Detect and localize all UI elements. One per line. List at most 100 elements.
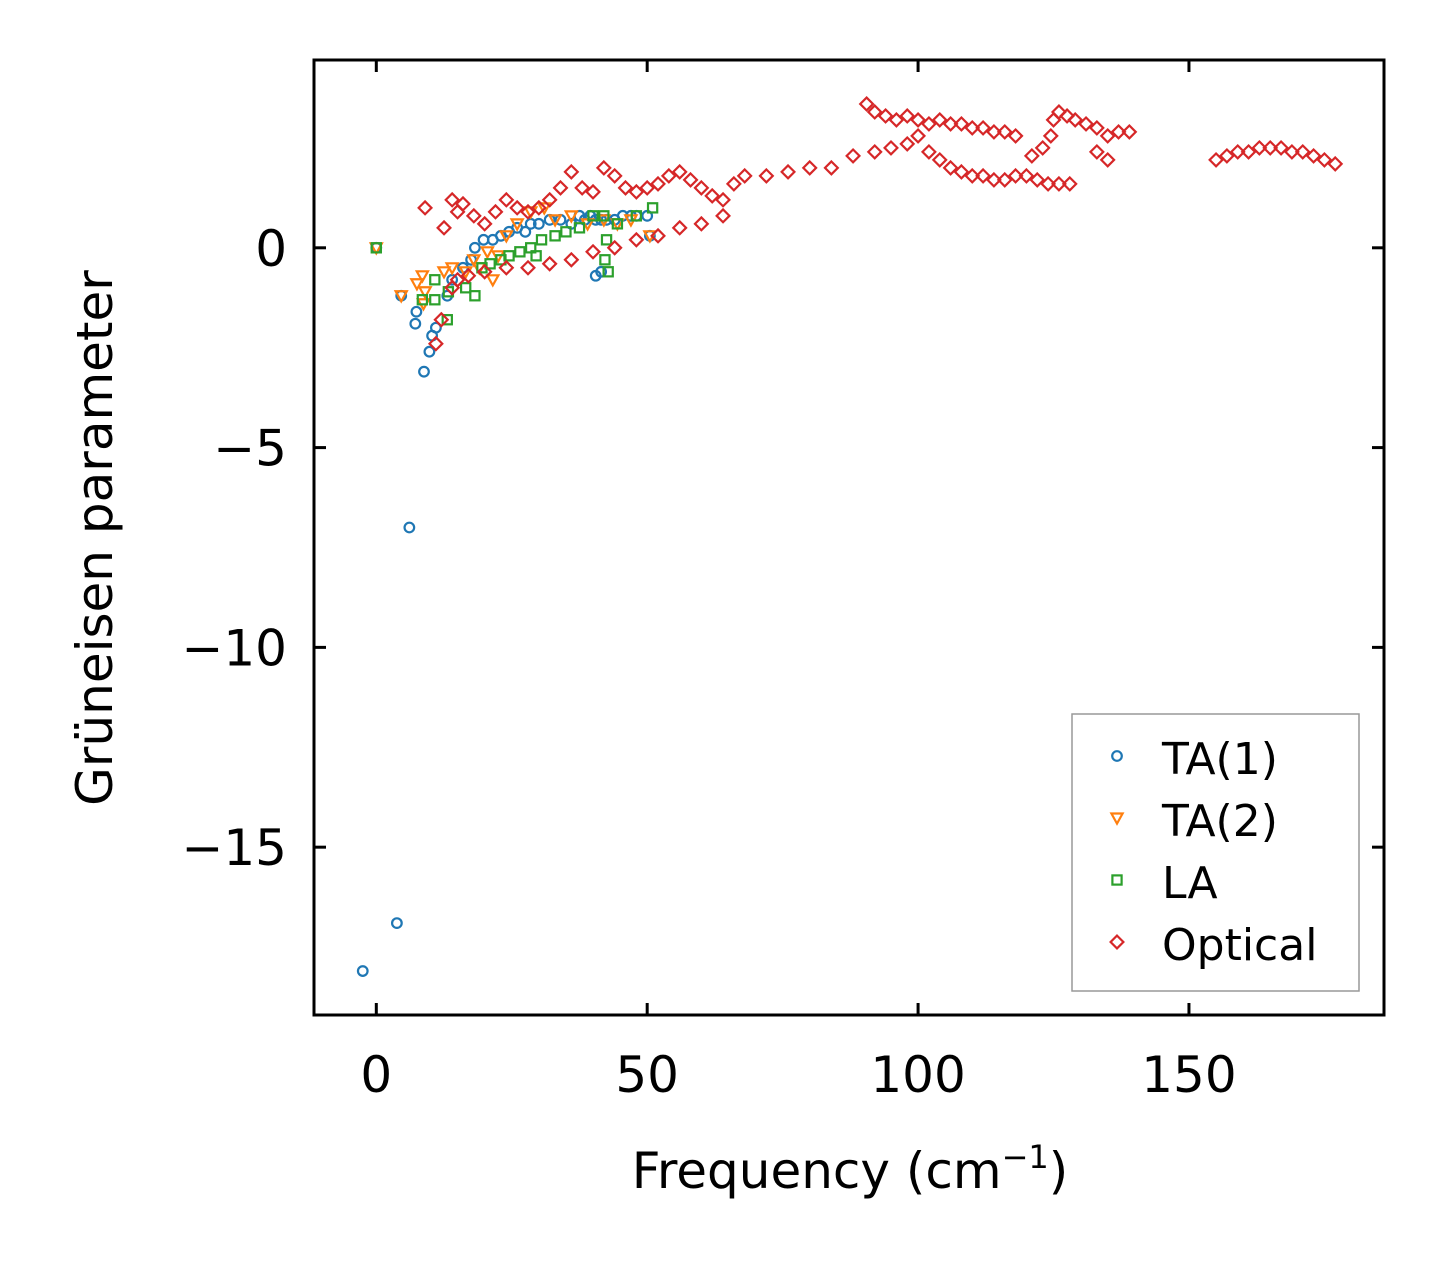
data-point [931,111,948,128]
data-point [503,250,515,262]
data-point [1061,175,1078,192]
data-point [1029,171,1046,188]
data-point [1088,119,1105,136]
data-point [899,135,916,152]
data-point [1110,123,1127,140]
data-point [429,294,441,306]
data-point [780,163,797,180]
data-point [845,147,862,164]
data-point [563,163,580,180]
data-point [899,107,916,124]
data-point [520,259,536,276]
data-point [964,119,981,136]
data-point [671,163,688,180]
data-point [563,251,580,268]
data-point [617,179,634,196]
y-tick-label: −5 [213,420,287,478]
data-point [1294,143,1311,160]
data-point [1121,123,1138,140]
data-point [436,266,452,280]
data-point [479,246,495,260]
data-point [682,171,699,188]
data-point [410,305,423,318]
data-point [585,243,601,260]
data-point [466,254,482,268]
data-point [611,218,624,230]
plot-area [356,95,1344,977]
data-point [1023,147,1040,164]
data-point [429,321,442,334]
x-tick-label: 50 [615,1046,679,1104]
legend: TA(1) TA(2) LA Optical [1071,713,1360,992]
legend-marker-2 [1109,812,1125,826]
data-point [442,286,455,298]
y-axis-label: Grüneisen parameter [66,270,124,806]
data-point [877,107,894,124]
data-point [758,167,775,184]
data-point [541,191,558,208]
x-tick-label: 150 [1141,1046,1236,1104]
data-point [549,230,561,242]
data-point [547,214,563,228]
data-point [427,335,444,352]
legend-label-ta1: TA(1) [1161,734,1278,785]
data-point [1240,143,1257,160]
data-point [953,163,970,180]
data-point [964,167,981,184]
data-point [600,234,613,246]
data-point [650,227,666,244]
axes-frame [312,58,1386,1017]
data-point [1050,175,1067,192]
data-point [509,199,526,216]
data-point [418,365,430,378]
data-point [520,203,536,220]
data-point [736,167,753,184]
data-point [1018,167,1035,184]
data-point [630,210,643,222]
data-point [628,183,645,200]
data-point [441,314,453,326]
data-point [1007,167,1024,184]
data-point [715,191,731,208]
legend-marker-4 [1109,934,1125,950]
data-point [725,175,742,192]
series-optical [417,95,1344,352]
data-point [1034,139,1051,156]
data-point [465,207,482,224]
data-point [414,270,430,284]
data-point [455,195,471,212]
data-point [801,159,818,176]
data-point [444,262,460,276]
data-point [552,179,569,196]
data-point [1099,151,1116,168]
data-point [693,179,710,196]
data-point [606,167,623,184]
data-point [498,259,515,276]
data-point [460,267,477,284]
data-point [1007,127,1024,144]
data-point [985,123,1002,140]
data-point [866,103,883,120]
data-point [1050,103,1067,120]
legend-marker-1 [1111,750,1123,762]
data-point [587,210,599,222]
data-point [1229,143,1246,160]
data-point [671,219,688,236]
data-point [1208,151,1225,168]
x-axis-label: Frequency (cm−1) [632,1138,1069,1200]
data-point [530,250,542,262]
data-point [530,199,547,216]
data-point [469,290,481,302]
data-point [953,115,970,132]
data-point [563,210,579,224]
data-point [476,215,493,232]
data-point [646,202,659,214]
y-tick-label: 0 [255,220,287,278]
legend-marker-3 [1111,874,1123,886]
x-tick-label: 100 [870,1046,965,1104]
data-point [975,167,992,184]
data-point [390,917,403,929]
data-point [532,217,545,230]
data-point [433,311,450,328]
